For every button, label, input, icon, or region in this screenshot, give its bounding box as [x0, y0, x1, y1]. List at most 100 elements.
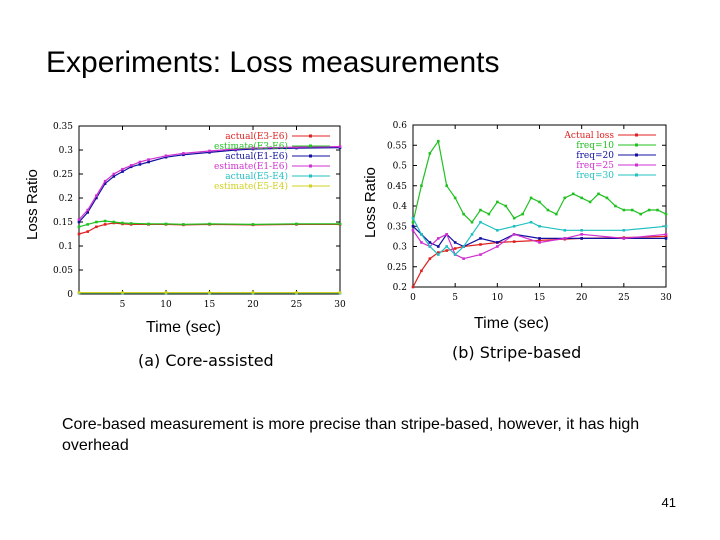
data-point	[462, 257, 465, 260]
data-point	[479, 253, 482, 256]
series-line-1	[412, 139, 667, 224]
data-point	[295, 222, 298, 226]
data-point	[86, 211, 89, 214]
data-point	[555, 212, 558, 216]
legend-label: actual(E3-E6)	[225, 131, 288, 142]
data-point	[295, 291, 298, 294]
data-point	[95, 225, 98, 229]
page-number: 41	[661, 495, 676, 510]
data-point	[411, 229, 415, 232]
legend-label: Actual loss	[563, 131, 614, 141]
data-point	[251, 291, 255, 294]
data-point	[487, 212, 491, 216]
data-point	[77, 225, 81, 229]
legend-marker	[309, 164, 312, 168]
data-point	[428, 241, 432, 244]
data-point	[121, 170, 124, 173]
data-point	[496, 245, 499, 248]
chart-core-assisted: 0 0.05 0.1 0.15 0.2 0.25 0.3 0.35 5 10 15 20 25 30 act…	[22, 116, 352, 312]
data-point	[512, 224, 516, 228]
data-point	[251, 146, 255, 150]
y-tick-label: 0.2	[393, 283, 407, 293]
data-point	[428, 257, 432, 260]
caption-core-assisted: (a) Core-assisted	[138, 351, 274, 370]
chart-a-xlabel: Time (sec)	[146, 319, 221, 336]
data-point	[496, 229, 499, 232]
data-point	[597, 192, 600, 196]
data-point	[428, 152, 432, 155]
data-point	[164, 154, 168, 158]
legend-marker	[635, 153, 638, 157]
data-point	[588, 200, 592, 204]
data-point	[445, 184, 449, 188]
slide-title: Experiments: Loss measurements	[46, 46, 500, 79]
data-point	[77, 218, 81, 221]
data-point	[529, 220, 533, 224]
data-point	[77, 232, 81, 236]
data-point	[182, 153, 185, 157]
y-tick-label: 0.3	[393, 243, 408, 253]
y-tick-label: 0.25	[53, 170, 73, 180]
legend-marker	[309, 144, 312, 148]
legend-label: actual(E1-E6)	[225, 151, 288, 162]
data-point	[95, 220, 98, 224]
data-point	[470, 233, 474, 236]
legend-label: estimate(E5-E4)	[214, 181, 288, 192]
data-point	[411, 216, 415, 220]
data-point	[164, 155, 168, 159]
x-tick-label: 30	[660, 293, 672, 303]
data-point	[338, 291, 342, 294]
data-point	[437, 237, 440, 240]
data-point	[112, 175, 116, 178]
data-point	[164, 291, 168, 294]
data-point	[538, 241, 541, 244]
data-point	[538, 200, 541, 204]
data-point	[208, 222, 211, 226]
data-point	[437, 251, 440, 254]
y-tick-label: 0.2	[59, 194, 73, 204]
data-point	[664, 212, 668, 216]
legend-marker	[309, 134, 312, 138]
legend-marker	[309, 174, 312, 178]
data-point	[121, 291, 124, 294]
data-point	[295, 145, 298, 149]
series-line-1	[78, 220, 340, 228]
x-tick-label: 15	[534, 293, 546, 303]
data-point	[470, 220, 474, 224]
y-tick-label: 0.25	[387, 263, 407, 273]
data-point	[437, 139, 440, 143]
data-point	[95, 194, 98, 197]
chart-b-svg: 0.2 0.25 0.3 0.35 0.4 0.45 0.5 0.55 0.6 0 5 10 15 20 2…	[387, 121, 672, 303]
data-point	[479, 220, 482, 224]
data-point	[656, 208, 659, 212]
data-point	[437, 245, 440, 248]
legend-label: estimate(E3-E6)	[214, 141, 288, 152]
data-point	[630, 208, 634, 212]
y-tick-label: 0.35	[53, 122, 73, 132]
data-point	[411, 285, 415, 289]
legend-label: freq=25	[576, 161, 614, 171]
data-point	[182, 223, 185, 226]
data-point	[129, 222, 133, 225]
data-point	[86, 223, 89, 226]
data-point	[121, 221, 124, 225]
data-point	[496, 241, 499, 244]
data-point	[147, 160, 150, 164]
data-point	[147, 158, 150, 161]
data-point	[580, 237, 583, 240]
chart-b-xlabel: Time (sec)	[474, 315, 549, 332]
y-tick-label: 0.15	[53, 218, 73, 228]
data-point	[103, 182, 107, 185]
chart-stripe-based: 0.2 0.25 0.3 0.35 0.4 0.45 0.5 0.55 0.6 0 5 10 15 20 2…	[356, 116, 688, 312]
data-point	[462, 245, 465, 248]
data-point	[664, 233, 668, 236]
series-line-3	[412, 229, 667, 260]
data-point	[445, 249, 449, 252]
data-point	[445, 233, 449, 236]
data-point	[147, 222, 150, 226]
data-point	[664, 237, 668, 240]
chart-b-ylabel: Loss Ratio	[362, 167, 379, 238]
data-point	[420, 233, 423, 236]
data-point	[208, 149, 211, 153]
y-tick-label: 0.5	[393, 162, 408, 172]
